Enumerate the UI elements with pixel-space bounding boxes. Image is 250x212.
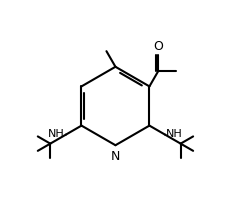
Text: NH: NH — [48, 129, 64, 139]
Text: NH: NH — [166, 129, 183, 139]
Text: O: O — [154, 40, 163, 53]
Text: N: N — [111, 150, 120, 163]
